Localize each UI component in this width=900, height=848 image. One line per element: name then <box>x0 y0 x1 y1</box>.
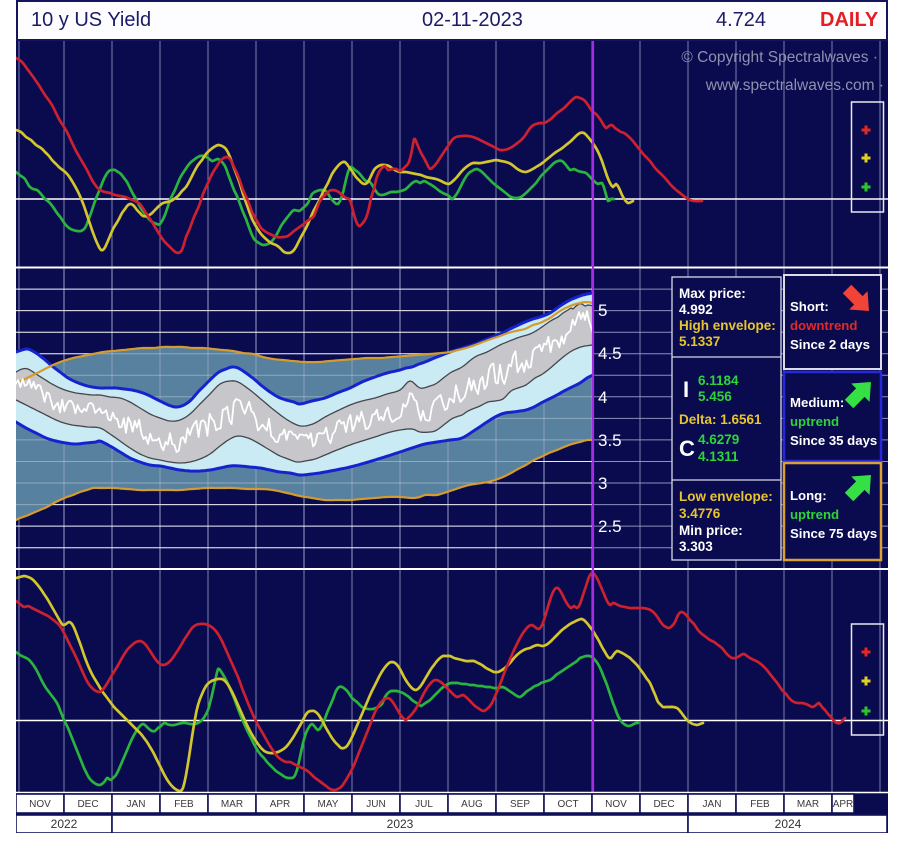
svg-text:3.5: 3.5 <box>598 431 622 450</box>
svg-text:© Copyright Spectralwaves ·: © Copyright Spectralwaves · <box>681 49 878 66</box>
svg-text:Delta: 1.6561: Delta: 1.6561 <box>679 412 762 427</box>
svg-text:C: C <box>679 436 695 461</box>
svg-text:2023: 2023 <box>387 817 414 831</box>
svg-text:JUL: JUL <box>415 799 433 810</box>
svg-text:Since 35 days: Since 35 days <box>790 433 877 448</box>
svg-text:Low envelope:: Low envelope: <box>679 489 773 504</box>
svg-text:Min price:: Min price: <box>679 523 743 538</box>
svg-text:downtrend: downtrend <box>790 318 857 333</box>
svg-text:FEB: FEB <box>174 799 194 810</box>
svg-text:Since 75 days: Since 75 days <box>790 526 877 541</box>
svg-text:3.4776: 3.4776 <box>679 506 721 521</box>
svg-text:Medium:: Medium: <box>790 395 844 410</box>
svg-text:4.5: 4.5 <box>598 344 622 363</box>
svg-text:DEC: DEC <box>653 799 674 810</box>
svg-text:AUG: AUG <box>461 799 483 810</box>
svg-text:JUN: JUN <box>366 799 385 810</box>
svg-text:Short:: Short: <box>790 299 829 314</box>
svg-text:Max price:: Max price: <box>679 286 746 301</box>
svg-text:3: 3 <box>598 474 607 493</box>
svg-text:6.1184: 6.1184 <box>698 373 739 388</box>
svg-text:www.spectralwaves.com ·: www.spectralwaves.com · <box>705 77 884 94</box>
svg-text:4: 4 <box>598 388 607 407</box>
svg-text:NOV: NOV <box>605 799 627 810</box>
svg-text:FEB: FEB <box>750 799 770 810</box>
svg-text:uptrend: uptrend <box>790 507 839 522</box>
svg-text:I: I <box>683 377 689 402</box>
svg-text:2022: 2022 <box>51 817 78 831</box>
svg-text:Long:: Long: <box>790 488 827 503</box>
svg-text:APR: APR <box>833 799 854 810</box>
svg-text:2.5: 2.5 <box>598 517 622 536</box>
svg-text:Since 2 days: Since 2 days <box>790 337 870 352</box>
svg-text:NOV: NOV <box>29 799 51 810</box>
svg-text:MAY: MAY <box>318 799 339 810</box>
svg-text:4.992: 4.992 <box>679 302 713 317</box>
svg-text:2024: 2024 <box>775 817 802 831</box>
svg-text:4.1311: 4.1311 <box>698 449 739 464</box>
svg-text:uptrend: uptrend <box>790 414 839 429</box>
svg-text:APR: APR <box>270 799 291 810</box>
svg-text:MAR: MAR <box>221 799 243 810</box>
svg-text:High envelope:: High envelope: <box>679 318 776 333</box>
svg-text:DEC: DEC <box>77 799 98 810</box>
svg-text:JAN: JAN <box>703 799 722 810</box>
svg-text:5.1337: 5.1337 <box>679 334 720 349</box>
svg-text:4.6279: 4.6279 <box>698 432 739 447</box>
svg-text:SEP: SEP <box>510 799 530 810</box>
svg-text:3.303: 3.303 <box>679 539 713 554</box>
svg-text:5.456: 5.456 <box>698 389 732 404</box>
svg-text:JAN: JAN <box>127 799 146 810</box>
svg-text:MAR: MAR <box>797 799 819 810</box>
svg-text:OCT: OCT <box>557 799 578 810</box>
svg-text:5: 5 <box>598 301 607 320</box>
